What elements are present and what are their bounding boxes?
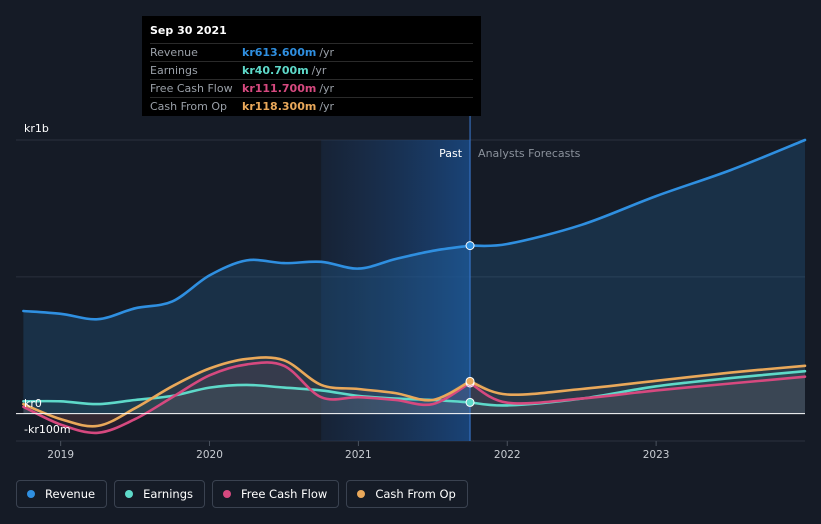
cash-from-op-marker [465, 376, 475, 386]
tooltip-value: kr40.700m [242, 64, 309, 77]
data-tooltip: Sep 30 2021 Revenue kr613.600m /yr Earni… [142, 16, 481, 116]
legend-label: Revenue [45, 487, 96, 501]
financial-chart: 2019 2020 2021 2022 2023 Past Analysts Forec… [16, 115, 807, 461]
revenue-marker [465, 241, 475, 251]
earnings-line-forecast [468, 369, 807, 407]
earnings-area [23, 371, 805, 414]
tooltip-row-cash-from-op: Cash From Op kr118.300m /yr [150, 97, 473, 115]
revenue-line-past [22, 244, 472, 321]
x-tick-label: 2020 [196, 449, 223, 461]
tooltip-unit: /yr [319, 100, 335, 113]
earnings-marker [465, 397, 475, 407]
cash-from-op-line-forecast [468, 364, 807, 397]
past-region-shade [321, 140, 471, 441]
tooltip-value: kr118.300m [242, 100, 317, 113]
x-tick-label: 2019 [47, 449, 74, 461]
free-cash-flow-line-past [22, 361, 472, 435]
legend-item-free-cash-flow[interactable]: Free Cash Flow [212, 480, 340, 508]
y-axis-bottom-label: -kr100m [24, 423, 71, 436]
x-tick-label: 2022 [494, 449, 521, 461]
tooltip-label: Revenue [150, 46, 198, 59]
tooltip-label: Cash From Op [150, 100, 228, 113]
tooltip-row-revenue: Revenue kr613.600m /yr [150, 43, 473, 61]
tooltip-date: Sep 30 2021 [150, 24, 227, 37]
earnings-line-past [22, 383, 472, 406]
legend-item-earnings[interactable]: Earnings [114, 480, 205, 508]
legend-label: Cash From Op [375, 487, 456, 501]
legend-item-revenue[interactable]: Revenue [16, 480, 108, 508]
revenue-area [23, 140, 805, 414]
revenue-line-forecast [468, 138, 807, 248]
series-lines [22, 138, 807, 435]
cash-from-op-line-past [22, 356, 472, 428]
x-tick-label: 2021 [345, 449, 372, 461]
legend-dot-icon [125, 490, 134, 498]
legend-item-cash-from-op[interactable]: Cash From Op [346, 480, 468, 508]
tooltip-label: Earnings [150, 64, 198, 77]
y-axis-zero-label: kr0 [24, 397, 42, 410]
tooltip-label: Free Cash Flow [150, 82, 233, 95]
cash-from-op-area [23, 357, 805, 427]
legend-dot-icon [357, 490, 366, 498]
legend-dot-icon [223, 490, 231, 498]
tooltip-row-earnings: Earnings kr40.700m /yr [150, 61, 473, 79]
x-tick-label: 2023 [643, 449, 670, 461]
tooltip-unit: /yr [311, 64, 327, 77]
past-label: Past [439, 147, 463, 160]
legend-label: Free Cash Flow [241, 487, 328, 501]
tooltip-unit: /yr [319, 82, 335, 95]
tooltip-row-free-cash-flow: Free Cash Flow kr111.700m /yr [150, 79, 473, 97]
free-cash-flow-area [23, 362, 805, 433]
tooltip-value: kr111.700m [242, 82, 317, 95]
legend-label: Earnings [143, 487, 193, 501]
y-axis-top-label: kr1b [24, 122, 49, 135]
x-axis-ticks: 2019 2020 2021 2022 2023 [47, 441, 669, 461]
free-cash-flow-line-forecast [468, 375, 807, 405]
legend-dot-icon [27, 490, 35, 498]
series-areas [23, 140, 805, 433]
chart-legend: Revenue Earnings Free Cash Flow Cash Fro… [16, 480, 468, 508]
tooltip-unit: /yr [319, 46, 335, 59]
tooltip-value: kr613.600m [242, 46, 317, 59]
series-markers [465, 241, 475, 407]
forecast-label: Analysts Forecasts [478, 147, 581, 160]
